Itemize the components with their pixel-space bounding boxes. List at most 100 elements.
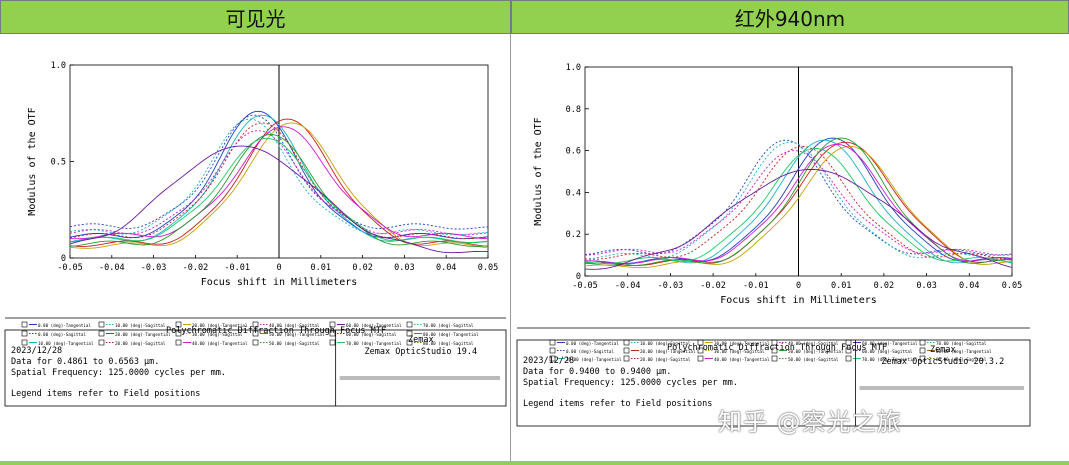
legend-item-label: 50.00 (deg)-Tangential <box>788 349 844 354</box>
x-tick-label: 0 <box>276 263 281 273</box>
legend-item-label: 60.00 (deg)-Tangential <box>346 323 402 328</box>
legend-item-label: 20.00 (deg)-Tangential <box>115 332 171 337</box>
legend-item-label: 20.00 (deg)-Sagittal <box>115 341 166 346</box>
legend-checkbox <box>406 321 413 328</box>
legend-checkbox <box>623 355 630 362</box>
x-tick-label: -0.02 <box>700 281 726 291</box>
legend-checkbox <box>406 330 413 337</box>
legend-item-label: 10.00 (deg)-Sagittal <box>640 341 691 346</box>
y-tick-label: 1.0 <box>566 63 581 73</box>
mtf-chart-visible: -0.05 -0.04 -0.03 -0.02 -0.01 0 0.01 0.02 0.03 0.… <box>4 61 507 407</box>
info-product: Zemax OpticStudio 20.3.2 <box>881 357 1004 367</box>
legend-item-label: 50.00 (deg)-Tangential <box>269 332 325 337</box>
info-file-path-smallprint <box>859 386 1024 390</box>
y-tick-label: 0.6 <box>566 147 581 157</box>
legend-checkbox <box>771 347 778 354</box>
x-tick-label: 0.01 <box>311 263 331 273</box>
mtf-series-line <box>584 141 1013 266</box>
legend-checkbox <box>98 330 105 337</box>
legend-item-label: 0.00 (deg)-Tangential <box>566 341 619 346</box>
legend-item-label: 80.00 (deg)-Tangential <box>423 332 479 337</box>
legend-checkbox <box>697 347 704 354</box>
info-spatial-frequency: Spatial Frequency: 125.0000 cycles per m… <box>11 368 226 378</box>
legend-item-label: 10.00 (deg)-Tangential <box>566 357 622 362</box>
x-tick-label: 0.03 <box>916 281 936 291</box>
legend-item-label: 40.00 (deg)-Sagittal <box>788 341 839 346</box>
legend-item-label: 40.00 (deg)-Tangential <box>714 357 770 362</box>
legend-item-label: 0.00 (deg)-Sagittal <box>38 332 86 337</box>
header-infrared: 红外940nm <box>511 0 1069 34</box>
legend-checkbox <box>252 339 259 346</box>
legend-checkbox <box>845 355 852 362</box>
legend-item-label: 70.00 (deg)-Sagittal <box>936 341 987 346</box>
x-axis-label: Focus shift in Millimeters <box>720 295 877 306</box>
legend-checkbox <box>697 355 704 362</box>
chart-title: Polychromatic Diffraction Through Focus … <box>166 326 386 336</box>
legend-item-label: 0.00 (deg)-Tangential <box>38 323 91 328</box>
legend-checkbox <box>623 339 630 346</box>
x-tick-label: -0.04 <box>615 281 641 291</box>
legend-checkbox <box>919 355 926 362</box>
x-tick-label: 0.04 <box>959 281 979 291</box>
legend-checkbox <box>21 321 28 328</box>
legend-checkbox <box>771 355 778 362</box>
header-visible-light: 可见光 <box>0 0 511 34</box>
info-wavelength-range: Data for 0.4861 to 0.6563 µm. <box>11 357 159 367</box>
legend-item-label: 70.00 (deg)-Tangential <box>862 357 918 362</box>
info-product: Zemax OpticStudio 19.4 <box>365 347 478 357</box>
legend-checkbox <box>175 339 182 346</box>
mtf-series-line <box>584 150 1013 256</box>
x-tick-label: -0.04 <box>99 263 125 273</box>
legend-item-label: 60.00 (deg)-Sagittal <box>862 349 913 354</box>
info-brand: Zemax <box>930 345 956 355</box>
legend-item-label: 30.00 (deg)-Sagittal <box>192 332 243 337</box>
legend-item-label: 60.00 (deg)-Tangential <box>862 341 918 346</box>
mtf-chart-infrared: -0.05 -0.04 -0.03 -0.02 -0.01 0 0.01 0.02 0.03 0.… <box>516 63 1031 427</box>
legend-checkbox <box>329 339 336 346</box>
x-tick-label: -0.05 <box>57 263 83 273</box>
legend-checkbox <box>21 339 28 346</box>
mtf-series-line <box>584 137 1013 266</box>
info-legend-note: Legend items refer to Field positions <box>11 389 200 399</box>
x-tick-label: 0 <box>796 281 801 291</box>
x-tick-label: 0.02 <box>874 281 894 291</box>
x-tick-label: 0.05 <box>478 263 498 273</box>
mtf-series-line <box>584 145 1013 269</box>
info-brand: Zemax <box>408 335 434 345</box>
y-tick-label: 0.2 <box>566 230 581 240</box>
y-tick-label: 0 <box>576 272 581 282</box>
mtf-series-line <box>584 148 1013 264</box>
x-tick-label: -0.03 <box>141 263 167 273</box>
legend-checkbox <box>549 339 556 346</box>
legend-item-label: 10.00 (deg)-Sagittal <box>115 323 166 328</box>
legend-item-label: 40.00 (deg)-Tangential <box>192 341 248 346</box>
legend-item-label: 70.00 (deg)-Tangential <box>346 341 402 346</box>
legend-checkbox <box>329 330 336 337</box>
mtf-series-line <box>69 126 489 240</box>
legend-item-label: 20.00 (deg)-Tangential <box>640 349 696 354</box>
mtf-series-line <box>69 130 489 236</box>
legend-item-label: 50.00 (deg)-Sagittal <box>269 341 320 346</box>
mtf-series-line <box>69 137 489 243</box>
x-axis-label: Focus shift in Millimeters <box>201 277 358 288</box>
legend-item-label: 50.00 (deg)-Sagittal <box>788 357 839 362</box>
y-tick-label: 0.4 <box>566 188 581 198</box>
info-date: 2023/12/28 <box>11 346 62 356</box>
legend-item-label: 10.00 (deg)-Tangential <box>38 341 94 346</box>
y-axis-label: Modulus of the OTF <box>533 117 544 225</box>
mtf-series-line <box>584 146 1013 260</box>
legend-checkbox <box>919 339 926 346</box>
legend-item-label: 80.00 (deg)-Tangential <box>936 349 992 354</box>
x-tick-label: 0.04 <box>436 263 456 273</box>
legend-checkbox <box>549 355 556 362</box>
x-tick-label: 0.01 <box>831 281 851 291</box>
info-date: 2023/12/28 <box>523 356 574 366</box>
y-tick-label: 0 <box>61 254 66 264</box>
info-file-path-smallprint <box>339 376 500 380</box>
legend-item-label: 70.00 (deg)-Sagittal <box>423 323 474 328</box>
panel-divider <box>510 34 511 465</box>
legend-checkbox <box>919 347 926 354</box>
legend-item-label: 60.00 (deg)-Sagittal <box>346 332 397 337</box>
legend-item-label: 30.00 (deg)-Sagittal <box>714 349 765 354</box>
legend-item-label: 30.00 (deg)-Tangential <box>192 323 248 328</box>
